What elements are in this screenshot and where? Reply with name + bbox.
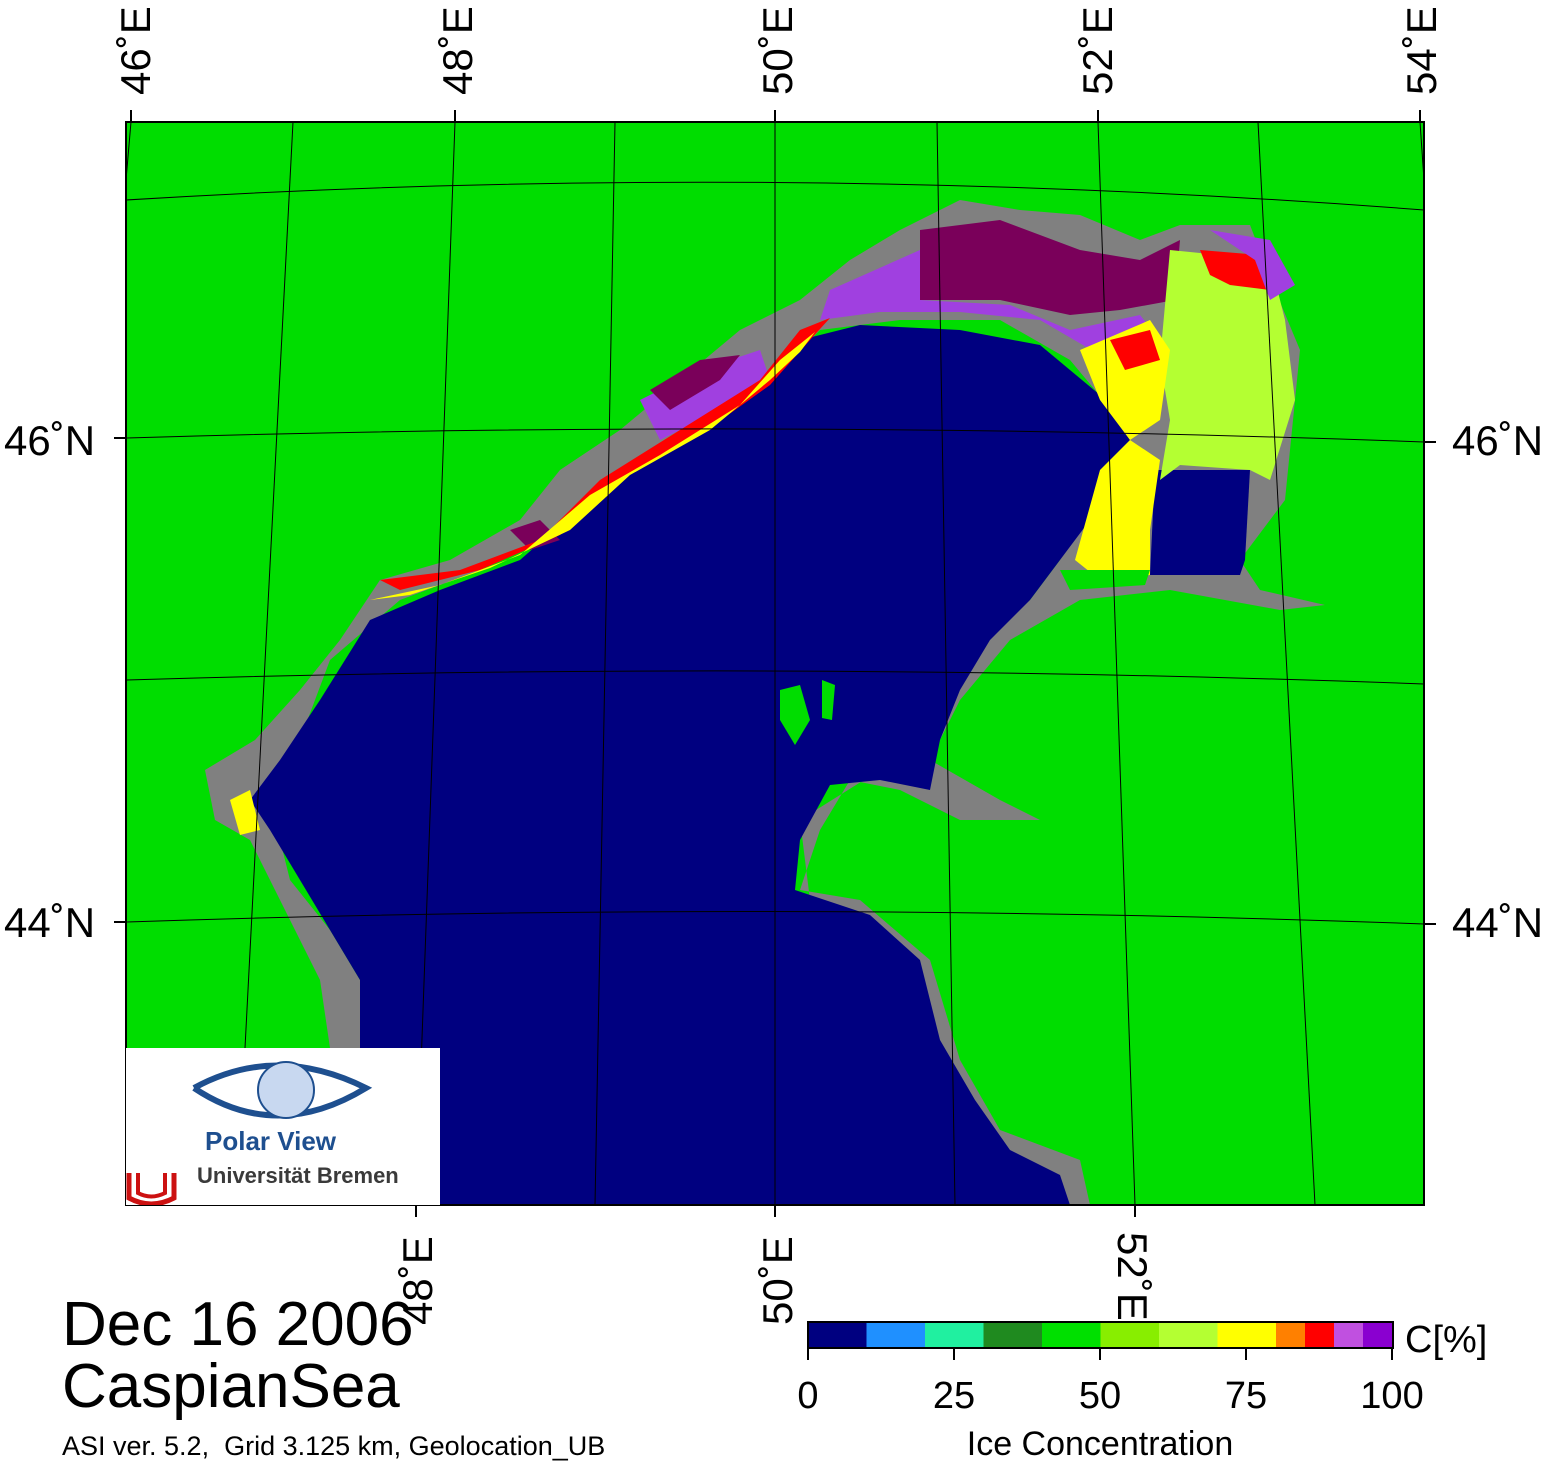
sea-ne-lobe xyxy=(1150,470,1250,575)
colorbar-segment xyxy=(1363,1322,1392,1348)
logo-title: Polar View xyxy=(205,1126,337,1156)
lon-label-top-46: 46˚E xyxy=(112,6,159,95)
island-small xyxy=(822,680,835,720)
lon-label-top-50: 50˚E xyxy=(754,6,801,95)
ice-band-dark-sw xyxy=(510,520,560,550)
colorbar-segment xyxy=(983,1322,1042,1348)
colorbar-segment xyxy=(1334,1322,1363,1348)
colorbar-segment xyxy=(1159,1322,1218,1348)
lat-label-right-44: 44˚N xyxy=(1452,899,1543,946)
lon-label-bottom-52: 52˚E xyxy=(1109,1232,1156,1321)
ice-south-yellow xyxy=(1075,440,1160,580)
colorbar-segment xyxy=(1305,1322,1334,1348)
caspian-sea-water xyxy=(250,325,1130,1205)
ice-ne-red xyxy=(1200,250,1270,290)
colorbar-segment xyxy=(1276,1322,1305,1348)
map-region: CaspianSea xyxy=(62,1352,400,1421)
colorbar-segment xyxy=(808,1322,867,1348)
ice-band-sw-coast xyxy=(230,790,260,835)
map-date: Dec 16 2006 xyxy=(62,1290,414,1359)
colorbar-segment xyxy=(866,1322,925,1348)
ice-south-green xyxy=(1060,570,1150,590)
ice-ne-purple xyxy=(1210,230,1295,300)
lon-label-top-48: 48˚E xyxy=(434,6,481,95)
colorbar-segment xyxy=(1100,1322,1159,1348)
ice-band-purple xyxy=(820,250,1160,355)
ice-ne-yellowgreen xyxy=(1160,250,1295,480)
island-chechen xyxy=(780,685,810,745)
lat-label-right-46: 46˚N xyxy=(1452,417,1543,464)
colorbar-tick-25: 25 xyxy=(933,1375,975,1417)
colorbar-tick-100: 100 xyxy=(1360,1375,1423,1417)
ice-band-dark-west xyxy=(650,355,740,410)
lon-label-top-52: 52˚E xyxy=(1074,6,1121,95)
colorbar-tick-75: 75 xyxy=(1225,1375,1267,1417)
lon-label-bottom-48: 48˚E xyxy=(394,1236,441,1325)
axis-ticks xyxy=(114,110,1436,1217)
colorbar-segment xyxy=(1217,1322,1276,1348)
eye-globe-icon xyxy=(126,1061,373,1207)
colorbar-tick-50: 50 xyxy=(1079,1375,1121,1417)
graticule xyxy=(125,121,1425,1206)
logo-subtitle: Universität Bremen xyxy=(197,1163,399,1188)
colorbar-tick-0: 0 xyxy=(797,1375,818,1417)
ice-band-purple-west xyxy=(640,350,770,440)
lon-label-top-54: 54˚E xyxy=(1398,6,1445,95)
colorbar-title: Ice Concentration xyxy=(966,1425,1234,1463)
ice-band-dark xyxy=(920,220,1180,315)
colorbar-segment xyxy=(1042,1322,1101,1348)
map-metadata: ASI ver. 5.2, Grid 3.125 km, Geolocation… xyxy=(62,1431,606,1461)
polar-view-logo xyxy=(126,1048,440,1207)
ice-band-nw-lobe-red xyxy=(1110,330,1160,370)
lat-label-left-46: 46˚N xyxy=(4,417,95,464)
colorbar-unit: C[%] xyxy=(1405,1319,1487,1361)
colorbar-ticks xyxy=(807,1348,1393,1360)
colorbar-segment xyxy=(925,1322,984,1348)
colorbar xyxy=(808,1322,1393,1348)
lat-label-left-44: 44˚N xyxy=(4,899,95,946)
lon-label-bottom-50: 50˚E xyxy=(754,1236,801,1325)
